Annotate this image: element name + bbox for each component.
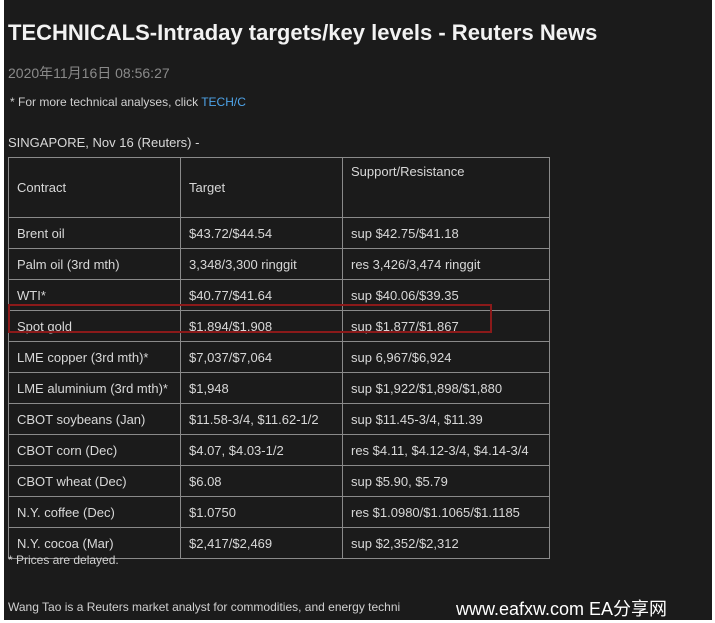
levels-table: Contract Target Support/Resistance Brent oi… bbox=[8, 157, 550, 559]
cell: $1,948 bbox=[180, 372, 343, 404]
note-text: * For more technical analyses, click bbox=[10, 95, 199, 109]
cell: Palm oil (3rd mth) bbox=[8, 248, 181, 280]
cell: CBOT soybeans (Jan) bbox=[8, 403, 181, 435]
watermark: www.eafxw.com EA分享网 bbox=[456, 599, 668, 619]
table-row: CBOT corn (Dec) $4.07, $4.03-1/2 res $4.11… bbox=[8, 434, 550, 466]
column-header: Support/Resistance bbox=[342, 157, 550, 218]
table-row: CBOT soybeans (Jan) $11.58-3/4, $11.62-1/… bbox=[8, 403, 550, 435]
cell: res $4.11, $4.12-3/4, $4.14-3/4 bbox=[342, 434, 550, 466]
cell: sup 6,967/$6,924 bbox=[342, 341, 550, 373]
cell: $11.58-3/4, $11.62-1/2 bbox=[180, 403, 343, 435]
cell: $2,417/$2,469 bbox=[180, 527, 343, 559]
cell: Brent oil bbox=[8, 217, 181, 249]
cell: sup $5.90, $5.79 bbox=[342, 465, 550, 497]
cell: $1.0750 bbox=[180, 496, 343, 528]
table-row: Brent oil $43.72/$44.54 sup $42.75/$41.18 bbox=[8, 217, 550, 249]
cell: $6.08 bbox=[180, 465, 343, 497]
table-row: LME aluminium (3rd mth)* $1,948 sup $1,922… bbox=[8, 372, 550, 404]
cell: res 3,426/3,474 ringgit bbox=[342, 248, 550, 280]
cell: N.Y. coffee (Dec) bbox=[8, 496, 181, 528]
cell: $7,037/$7,064 bbox=[180, 341, 343, 373]
header-row: Contract Target Support/Resistance bbox=[8, 157, 550, 218]
article: TECHNICALS-Intraday targets/key levels -… bbox=[4, 0, 712, 620]
cell: $4.07, $4.03-1/2 bbox=[180, 434, 343, 466]
column-header: Contract bbox=[8, 157, 181, 218]
title: TECHNICALS-Intraday targets/key levels -… bbox=[8, 20, 598, 45]
column-header: Target bbox=[180, 157, 343, 218]
cell: LME copper (3rd mth)* bbox=[8, 341, 181, 373]
cell: N.Y. cocoa (Mar) bbox=[8, 527, 181, 559]
footnote: * Prices are delayed. bbox=[8, 553, 119, 567]
highlight-box bbox=[8, 304, 492, 333]
byline: Wang Tao is a Reuters market analyst for… bbox=[8, 600, 401, 614]
cell: CBOT corn (Dec) bbox=[8, 434, 181, 466]
cell: sup $11.45-3/4, $11.39 bbox=[342, 403, 550, 435]
cell: sup $2,352/$2,312 bbox=[342, 527, 550, 559]
table-row: CBOT wheat (Dec) $6.08 sup $5.90, $5.79 bbox=[8, 465, 550, 497]
table-row: LME copper (3rd mth)* $7,037/$7,064 sup 6,… bbox=[8, 341, 550, 373]
table-row: Palm oil (3rd mth) 3,348/3,300 ringgit res… bbox=[8, 248, 550, 280]
cell: LME aluminium (3rd mth)* bbox=[8, 372, 181, 404]
cell: sup $1,877/$1,867 bbox=[342, 310, 550, 342]
table-row: N.Y. coffee (Dec) $1.0750 res $1.0980/$1.1… bbox=[8, 496, 550, 528]
dateline: SINGAPORE, Nov 16 (Reuters) - bbox=[8, 135, 200, 150]
cell: $43.72/$44.54 bbox=[180, 217, 343, 249]
cell: 3,348/3,300 ringgit bbox=[180, 248, 343, 280]
cell: CBOT wheat (Dec) bbox=[8, 465, 181, 497]
link[interactable]: TECH/C bbox=[201, 95, 246, 109]
table-row: N.Y. cocoa (Mar) $2,417/$2,469 sup $2,352/… bbox=[8, 527, 550, 559]
table-row: Spot gold $1,894/$1,908 sup $1,877/$1,867 bbox=[8, 310, 550, 342]
note: * For more technical analyses, click TEC… bbox=[10, 95, 246, 109]
cell: res $1.0980/$1.1065/$1.1185 bbox=[342, 496, 550, 528]
cell: Spot gold bbox=[8, 310, 181, 342]
cell: sup $42.75/$41.18 bbox=[342, 217, 550, 249]
date: 2020年11月16日 08:56:27 bbox=[8, 65, 170, 81]
cell: sup $1,922/$1,898/$1,880 bbox=[342, 372, 550, 404]
